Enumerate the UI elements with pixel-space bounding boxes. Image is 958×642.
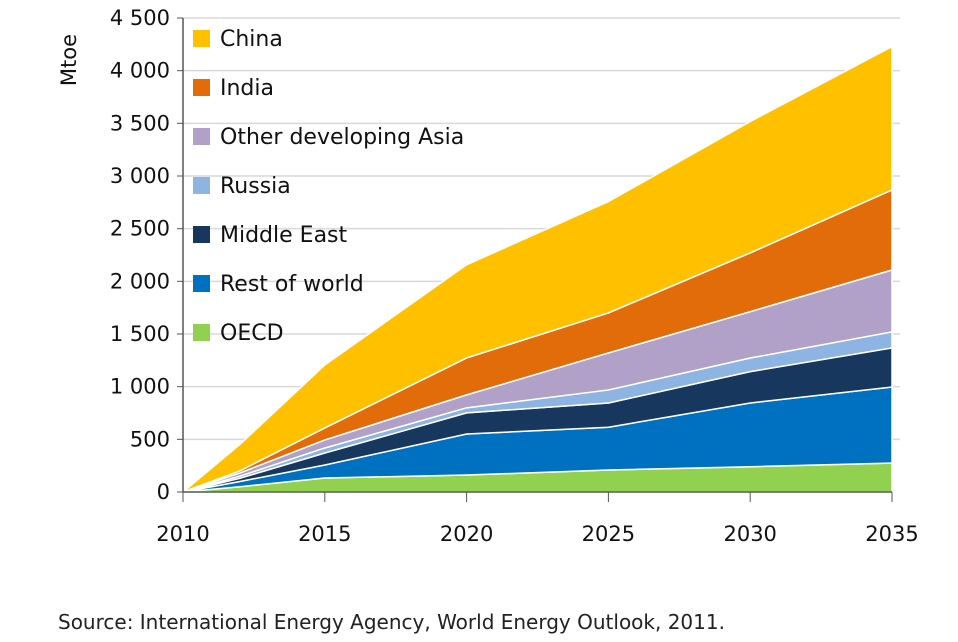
- legend-label: China: [220, 27, 283, 52]
- legend-label: Rest of world: [220, 272, 364, 297]
- y-tick-label: 0: [157, 480, 170, 504]
- y-tick-label: 4 500: [110, 6, 170, 30]
- x-tick-labels: 2010 2015 2020 2025 2030 2035: [156, 522, 918, 546]
- legend-label: Russia: [220, 174, 291, 199]
- source-note: Source: International Energy Agency, Wor…: [58, 610, 725, 634]
- y-tick-label: 2 000: [110, 269, 170, 293]
- legend-swatch: [193, 79, 210, 96]
- y-tick-label: 2 500: [110, 217, 170, 241]
- legend-item: Middle East: [193, 223, 348, 248]
- legend-swatch: [193, 226, 210, 243]
- legend-item: OECD: [193, 321, 284, 346]
- legend-item: Rest of world: [193, 272, 364, 297]
- y-tick-label: 3 500: [110, 111, 170, 135]
- legend-label: OECD: [220, 321, 284, 346]
- areas: [182, 45, 893, 493]
- legend-swatch: [193, 30, 210, 47]
- y-tick-label: 3 000: [110, 164, 170, 188]
- x-tick-label: 2020: [440, 522, 493, 546]
- axes: [177, 17, 893, 502]
- y-tick-label: 1 000: [110, 375, 170, 399]
- legend-item: Russia: [193, 174, 291, 199]
- legend-swatch: [193, 177, 210, 194]
- y-tick-label: 1 500: [110, 322, 170, 346]
- x-tick-label: 2030: [723, 522, 776, 546]
- legend-item: Other developing Asia: [193, 125, 464, 150]
- y-tick-label: 500: [130, 427, 170, 451]
- y-tick-labels: 0 500 1 000 1 500 2 000 2 500 3 000 3 500 4 000 4…: [110, 6, 170, 504]
- y-axis-label: Mtoe: [57, 34, 81, 86]
- legend-label: India: [220, 76, 274, 101]
- legend-label: Middle East: [220, 223, 348, 248]
- x-tick-label: 2025: [582, 522, 635, 546]
- x-tick-label: 2035: [865, 522, 918, 546]
- legend-item: China: [193, 27, 283, 52]
- legend-item: India: [193, 76, 274, 101]
- area-china: [182, 45, 893, 493]
- x-tick-label: 2015: [298, 522, 351, 546]
- legend-label: Other developing Asia: [220, 125, 464, 150]
- legend: China India Other developing Asia Russia Mid…: [193, 27, 464, 346]
- x-tick-label: 2010: [156, 522, 209, 546]
- y-tick-label: 4 000: [110, 59, 170, 83]
- legend-swatch: [193, 324, 210, 341]
- legend-swatch: [193, 275, 210, 292]
- legend-swatch: [193, 128, 210, 145]
